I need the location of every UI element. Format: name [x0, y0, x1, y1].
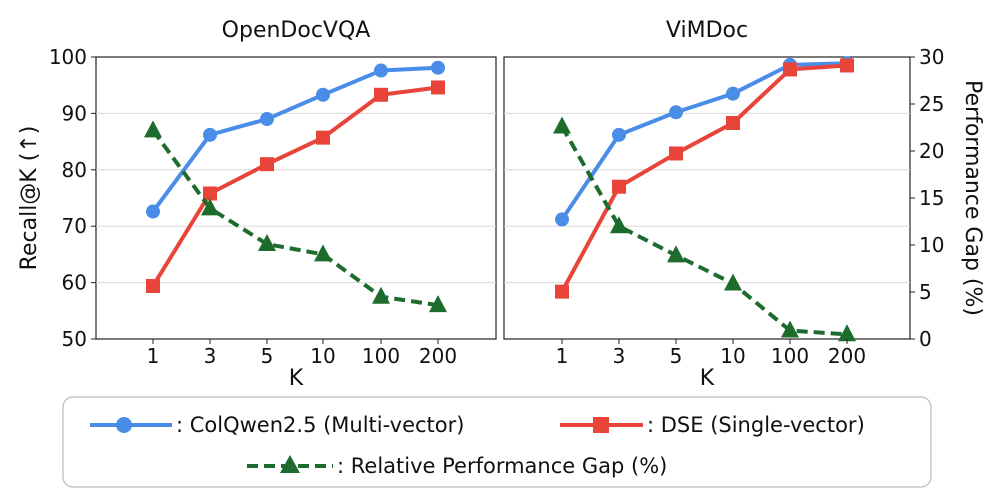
x-tick-label-1: 1 — [556, 344, 569, 368]
legend-item-dse: : DSE (Single-vector) — [560, 413, 865, 437]
legend-dse-marker — [593, 417, 609, 433]
y-tick-label-100: 100 — [49, 45, 87, 69]
y2-tick-label-5: 5 — [919, 280, 932, 304]
point-gap-k100 — [372, 286, 390, 304]
y2-tick-label-30: 30 — [919, 45, 944, 69]
series-line-dse — [560, 63, 848, 293]
point-colqwen-k10 — [726, 86, 740, 101]
x-tick-label-5: 5 — [670, 344, 683, 368]
point-dse-k5 — [260, 157, 274, 172]
point-dse-k3 — [203, 186, 217, 201]
x-tick-label-100: 100 — [362, 344, 400, 368]
panel-opendocvqa-series — [144, 60, 447, 313]
y2-tick-label-10: 10 — [919, 233, 944, 257]
y-tick-label-60: 60 — [62, 271, 87, 295]
point-gap-k200 — [429, 295, 447, 313]
y2-tick-label-15: 15 — [919, 186, 944, 210]
y2-tick-label-0: 0 — [919, 327, 932, 351]
legend-item-colqwen: : ColQwen2.5 (Multi-vector) — [90, 413, 464, 437]
point-colqwen-k3 — [612, 127, 626, 142]
point-dse-k10 — [316, 130, 330, 145]
point-dse-k200 — [840, 58, 854, 73]
point-gap-k5 — [258, 234, 276, 252]
legend-dse-label: : DSE (Single-vector) — [647, 413, 865, 437]
series-line-colqwen — [151, 65, 439, 213]
point-dse-k10 — [726, 115, 740, 130]
x-tick-label-200: 200 — [828, 344, 866, 368]
panel-vimdoc-ticks: 1 3 5 10 100 200 0 5 10 15 20 25 30 — [556, 45, 945, 368]
legend-gap-label: : Relative Performance Gap (%) — [337, 454, 667, 478]
x-tick-label-200: 200 — [419, 344, 457, 368]
point-gap-k1 — [144, 120, 162, 138]
point-dse-k1 — [146, 278, 160, 293]
y2-tick-label-20: 20 — [919, 139, 944, 163]
point-colqwen-k3 — [203, 127, 217, 142]
panel-opendocvqa-grid — [96, 112, 496, 284]
x-tick-label-5: 5 — [261, 344, 274, 368]
y-tick-label-50: 50 — [62, 327, 87, 351]
point-dse-k5 — [669, 146, 683, 161]
panel-opendocvqa-xlabel: K — [289, 366, 304, 391]
y-tick-label-90: 90 — [62, 101, 87, 125]
point-colqwen-k1 — [146, 204, 160, 219]
point-colqwen-k200 — [431, 60, 445, 75]
point-gap-k10 — [724, 273, 742, 291]
series-line-gap — [560, 125, 848, 337]
point-gap-k3 — [610, 216, 628, 234]
panel-vimdoc: 1 3 5 10 100 200 0 5 10 15 20 25 30 ViMDoc K Perform… — [503, 18, 985, 391]
point-dse-k1 — [555, 284, 569, 299]
point-gap-k3 — [201, 198, 219, 216]
point-colqwen-k5 — [669, 105, 683, 120]
legend: : ColQwen2.5 (Multi-vector) : DSE (Singl… — [62, 396, 932, 488]
y-tick-label-80: 80 — [62, 158, 87, 182]
y-tick-label-70: 70 — [62, 214, 87, 238]
panel-vimdoc-grid — [504, 112, 910, 284]
series-line-gap — [151, 129, 439, 308]
point-gap-k100 — [781, 320, 799, 338]
legend-item-gap: : Relative Performance Gap (%) — [247, 454, 667, 478]
point-colqwen-k100 — [374, 63, 388, 78]
legend-colqwen-marker — [116, 417, 132, 433]
point-gap-k5 — [667, 245, 685, 263]
y-axis-label: Recall@K (↑) — [17, 126, 42, 271]
series-line-colqwen — [560, 61, 848, 221]
point-colqwen-k5 — [260, 112, 274, 127]
panel-vimdoc-series — [553, 56, 856, 342]
series-line-dse — [151, 85, 439, 288]
x-tick-label-3: 3 — [613, 344, 626, 368]
point-colqwen-k1 — [555, 212, 569, 227]
x-tick-label-1: 1 — [147, 344, 160, 368]
point-gap-k200 — [838, 324, 856, 342]
point-dse-k100 — [374, 87, 388, 102]
legend-box — [62, 396, 932, 488]
panel-opendocvqa-frame — [95, 56, 497, 340]
y2-tick-label-25: 25 — [919, 92, 944, 116]
point-colqwen-k10 — [316, 87, 330, 102]
panel-opendocvqa: 1 3 5 10 100 200 50 60 70 80 90 100 OpenDocVQA K Re… — [17, 18, 497, 391]
point-gap-k1 — [553, 116, 571, 134]
y2-axis-label: Performance Gap (%) — [960, 80, 985, 316]
point-dse-k100 — [783, 62, 797, 77]
point-dse-k3 — [612, 179, 626, 194]
point-dse-k200 — [431, 80, 445, 95]
point-gap-k10 — [314, 244, 332, 262]
x-tick-label-100: 100 — [771, 344, 809, 368]
legend-colqwen-label: : ColQwen2.5 (Multi-vector) — [176, 413, 464, 437]
panel-opendocvqa-ticks: 1 3 5 10 100 200 50 60 70 80 90 100 — [49, 45, 457, 368]
x-tick-label-10: 10 — [720, 344, 745, 368]
panel-vimdoc-xlabel: K — [700, 366, 715, 391]
x-tick-label-3: 3 — [204, 344, 217, 368]
panel-opendocvqa-title: OpenDocVQA — [222, 18, 371, 43]
legend-gap-marker — [280, 455, 300, 473]
panel-vimdoc-title: ViMDoc — [666, 18, 748, 43]
x-tick-label-10: 10 — [310, 344, 335, 368]
